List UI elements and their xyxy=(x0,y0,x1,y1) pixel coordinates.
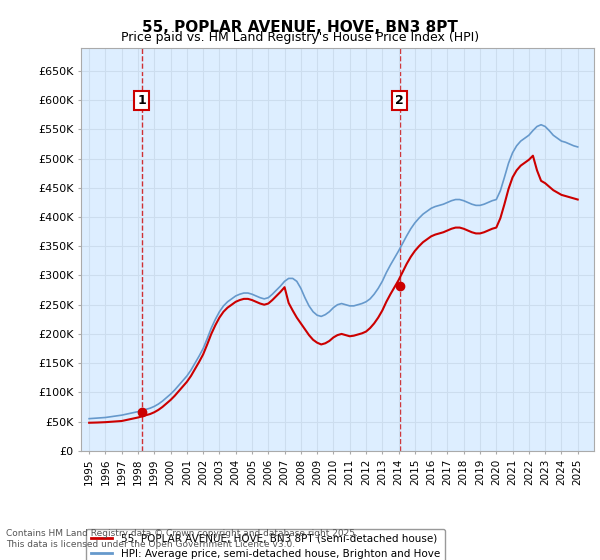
Text: Price paid vs. HM Land Registry's House Price Index (HPI): Price paid vs. HM Land Registry's House … xyxy=(121,31,479,44)
Text: 55, POPLAR AVENUE, HOVE, BN3 8PT: 55, POPLAR AVENUE, HOVE, BN3 8PT xyxy=(142,20,458,35)
Text: 1: 1 xyxy=(137,94,146,107)
Text: 2: 2 xyxy=(395,94,404,107)
Legend: 55, POPLAR AVENUE, HOVE, BN3 8PT (semi-detached house), HPI: Average price, semi: 55, POPLAR AVENUE, HOVE, BN3 8PT (semi-d… xyxy=(86,529,445,560)
Text: Contains HM Land Registry data © Crown copyright and database right 2025.
This d: Contains HM Land Registry data © Crown c… xyxy=(6,529,358,549)
